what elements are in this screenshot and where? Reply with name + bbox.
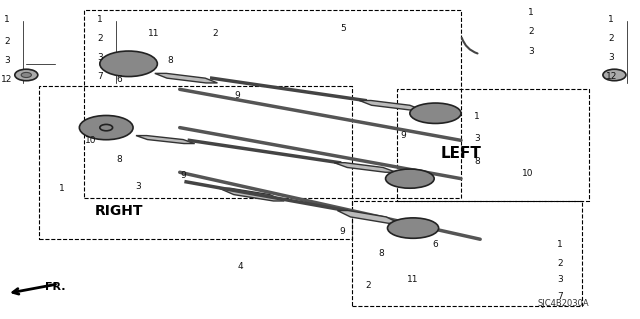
- Text: 8: 8: [116, 155, 122, 164]
- Text: 9: 9: [180, 171, 186, 180]
- Text: 1: 1: [4, 15, 10, 24]
- Text: 2: 2: [212, 29, 218, 38]
- Polygon shape: [219, 188, 284, 201]
- Ellipse shape: [385, 169, 434, 188]
- Text: SJC4B2030A: SJC4B2030A: [538, 299, 589, 308]
- Text: 8: 8: [474, 157, 480, 166]
- Text: 1: 1: [609, 15, 614, 24]
- Text: 3: 3: [4, 56, 10, 65]
- Ellipse shape: [387, 218, 438, 238]
- Ellipse shape: [410, 103, 461, 123]
- Circle shape: [15, 69, 38, 81]
- Text: 4: 4: [237, 262, 243, 271]
- Text: 1: 1: [474, 112, 480, 121]
- Text: FR.: FR.: [45, 282, 66, 292]
- Text: 1: 1: [97, 15, 102, 24]
- Text: 2: 2: [97, 34, 102, 43]
- Text: 9: 9: [401, 131, 406, 140]
- Text: 9: 9: [340, 227, 346, 236]
- Circle shape: [21, 72, 31, 78]
- Text: 1: 1: [557, 240, 563, 249]
- Text: 1: 1: [59, 184, 65, 193]
- Text: 2: 2: [609, 34, 614, 43]
- Ellipse shape: [100, 51, 157, 77]
- Text: 2: 2: [557, 259, 563, 268]
- Text: 2: 2: [4, 37, 10, 46]
- Circle shape: [603, 69, 626, 81]
- Text: 1: 1: [529, 8, 534, 17]
- Text: 2: 2: [529, 27, 534, 36]
- Text: 5: 5: [340, 24, 346, 33]
- Polygon shape: [334, 163, 396, 172]
- Polygon shape: [359, 100, 422, 110]
- Text: 2: 2: [365, 281, 371, 290]
- Text: 8: 8: [167, 56, 173, 65]
- Text: 11: 11: [407, 275, 419, 284]
- Text: 10: 10: [522, 169, 534, 178]
- Ellipse shape: [100, 124, 113, 131]
- Text: 6: 6: [116, 75, 122, 84]
- Text: 3: 3: [135, 182, 141, 191]
- Text: 3: 3: [97, 53, 102, 62]
- Text: 3: 3: [609, 53, 614, 62]
- Text: 9: 9: [234, 91, 240, 100]
- Text: 3: 3: [557, 275, 563, 284]
- Text: 6: 6: [433, 240, 438, 249]
- Polygon shape: [155, 73, 218, 83]
- Text: RIGHT: RIGHT: [95, 204, 143, 218]
- Text: 10: 10: [84, 136, 96, 145]
- Text: 11: 11: [148, 29, 160, 38]
- Ellipse shape: [79, 115, 133, 140]
- Polygon shape: [136, 136, 195, 144]
- Text: 7: 7: [97, 72, 102, 81]
- Polygon shape: [337, 211, 399, 223]
- Text: LEFT: LEFT: [440, 145, 481, 161]
- Text: 7: 7: [557, 292, 563, 301]
- Text: 12: 12: [605, 72, 617, 81]
- Text: 12: 12: [1, 75, 13, 84]
- Text: 3: 3: [474, 134, 480, 143]
- Text: 8: 8: [378, 249, 384, 258]
- Text: 3: 3: [529, 47, 534, 56]
